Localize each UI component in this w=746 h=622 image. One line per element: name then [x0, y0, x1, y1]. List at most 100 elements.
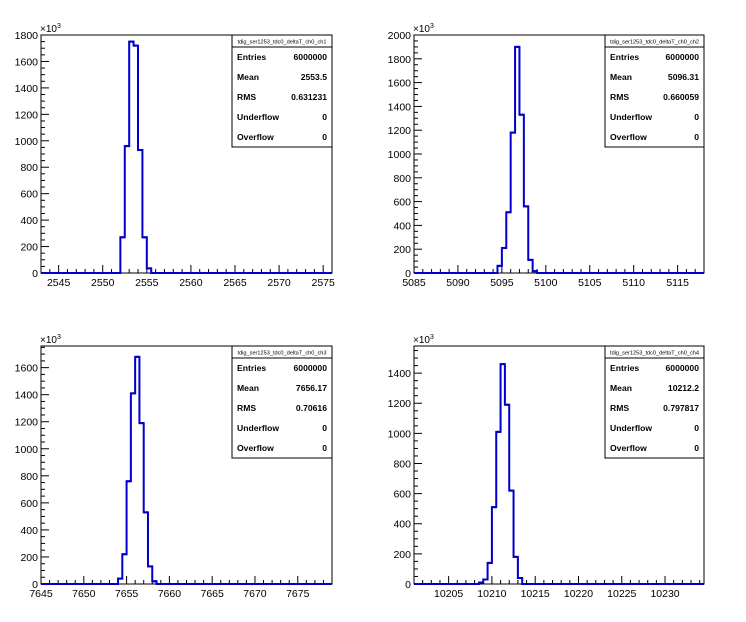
stats-label: Entries [610, 363, 639, 373]
stats-value: 6000000 [294, 52, 328, 62]
y-tick-label: 200 [20, 552, 38, 564]
y-tick-label: 1000 [15, 136, 39, 148]
stats-label: Underflow [237, 112, 279, 122]
stats-value: 5096.31 [668, 72, 699, 82]
y-tick-label: 1600 [15, 56, 39, 68]
x-tick-label: 5095 [490, 277, 514, 289]
y-tick-label: 1800 [15, 30, 39, 42]
x-tick-label: 10205 [434, 588, 463, 600]
x-tick-label: 10210 [477, 588, 506, 600]
y-tick-label: 600 [20, 189, 38, 201]
y-tick-label: 400 [20, 215, 38, 227]
histogram-panel-2: 0 200 400 600 800 1000 1200 1400 1600 1800 2000 508… [388, 23, 705, 289]
stats-value: 0 [694, 112, 699, 122]
x-tick-label: 7665 [200, 588, 224, 600]
x-tick-label: 7655 [115, 588, 139, 600]
stats-value: 0 [694, 423, 699, 433]
y-tick-label: 400 [393, 519, 411, 531]
stats-box [231, 34, 333, 148]
stats-label: Underflow [237, 423, 279, 433]
y-tick-label: 200 [393, 549, 411, 561]
stats-label: Mean [237, 383, 259, 393]
stats-value: 0 [322, 423, 327, 433]
stats-label: RMS [610, 403, 629, 413]
x-tick-label: 5090 [446, 277, 470, 289]
stats-label: Mean [610, 383, 632, 393]
y-tick-label: 600 [393, 489, 411, 501]
y-tick-label: 800 [20, 162, 38, 174]
x-tick-label: 2560 [179, 277, 203, 289]
stats-value: 0 [322, 132, 327, 142]
x-tick-label: 10230 [650, 588, 679, 600]
stats-label: Mean [610, 72, 632, 82]
stats-label: Entries [610, 52, 639, 62]
stats-value: 0 [694, 443, 699, 453]
x-tick-label: 2575 [312, 277, 336, 289]
y-tick-label: 1200 [15, 417, 39, 429]
x-tick-label: 7650 [72, 588, 96, 600]
y-tick-label: 1000 [388, 428, 412, 440]
stats-value: 6000000 [666, 363, 700, 373]
x-tick-label: 7660 [158, 588, 182, 600]
y-tick-label: 0 [405, 579, 411, 591]
x-tick-label: 2545 [47, 277, 71, 289]
stats-value: 0.660059 [663, 92, 699, 102]
stats-value: 10212.2 [668, 383, 699, 393]
y-tick-label: 400 [393, 220, 411, 232]
y-tick-label: 0 [32, 579, 38, 591]
y-tick-label: 1400 [388, 101, 412, 113]
x-tick-label: 2550 [91, 277, 115, 289]
y-tick-label: 400 [20, 525, 38, 537]
y-tick-label: 1800 [388, 54, 412, 66]
x-tick-label: 7645 [29, 588, 53, 600]
x-tick-label: 7675 [286, 588, 310, 600]
stats-label: Entries [237, 363, 266, 373]
y-tick-label: 1400 [388, 368, 412, 380]
y-tick-label: 800 [393, 173, 411, 185]
x-tick-label: 10225 [607, 588, 636, 600]
y-tick-label: 1400 [15, 390, 39, 402]
stats-value: 0 [322, 443, 327, 453]
histogram-panel-1: 0 200 400 600 800 1000 1200 1400 1600 1800 2545 255… [15, 23, 335, 289]
histogram-panel-3: 0 200 400 600 800 1000 1200 1400 1600 7645 7650 765… [15, 334, 333, 600]
x-tick-label: 5110 [622, 277, 645, 289]
x-tick-label: 2565 [223, 277, 247, 289]
stats-label: Overflow [610, 132, 647, 142]
x-tick-label: 2555 [135, 277, 159, 289]
stats-label: Overflow [237, 443, 274, 453]
axis-multiplier-label: ×103 [413, 23, 434, 35]
stats-value: 0 [322, 112, 327, 122]
stats-title: tdig_ser1253_tdc0_deltaT_ch0_ch1 [238, 40, 327, 46]
stats-title: tdig_ser1253_tdc0_deltaT_ch0_ch4 [610, 351, 699, 357]
stats-value: 0 [694, 132, 699, 142]
stats-value: 0.797817 [663, 403, 699, 413]
axis-multiplier-label: ×103 [40, 23, 61, 35]
y-tick-label: 1600 [388, 78, 412, 90]
y-tick-label: 1200 [15, 109, 39, 121]
stats-label: Mean [237, 72, 259, 82]
stats-label: Underflow [610, 423, 652, 433]
stats-label: RMS [237, 92, 256, 102]
stats-box [604, 34, 705, 148]
stats-label: Overflow [237, 132, 274, 142]
y-tick-label: 800 [20, 471, 38, 483]
y-tick-label: 600 [393, 197, 411, 209]
y-tick-label: 1000 [388, 149, 412, 161]
stats-label: Entries [237, 52, 266, 62]
axis-multiplier-label: ×103 [40, 334, 61, 346]
histogram-panel-4: 0 200 400 600 800 1000 1200 1400 10205 10210 10215… [388, 334, 705, 600]
stats-value: 7656.17 [296, 383, 327, 393]
stats-box [231, 345, 333, 459]
y-tick-label: 1200 [388, 398, 412, 410]
x-tick-label: 10215 [521, 588, 550, 600]
stats-label: Underflow [610, 112, 652, 122]
y-tick-label: 200 [393, 244, 411, 256]
axis-multiplier-label: ×103 [413, 334, 434, 346]
y-tick-label: 0 [32, 268, 38, 280]
x-tick-label: 2570 [267, 277, 291, 289]
x-tick-label: 5085 [402, 277, 426, 289]
stats-value: 0.631231 [291, 92, 327, 102]
stats-value: 6000000 [666, 52, 700, 62]
x-tick-label: 5105 [578, 277, 602, 289]
